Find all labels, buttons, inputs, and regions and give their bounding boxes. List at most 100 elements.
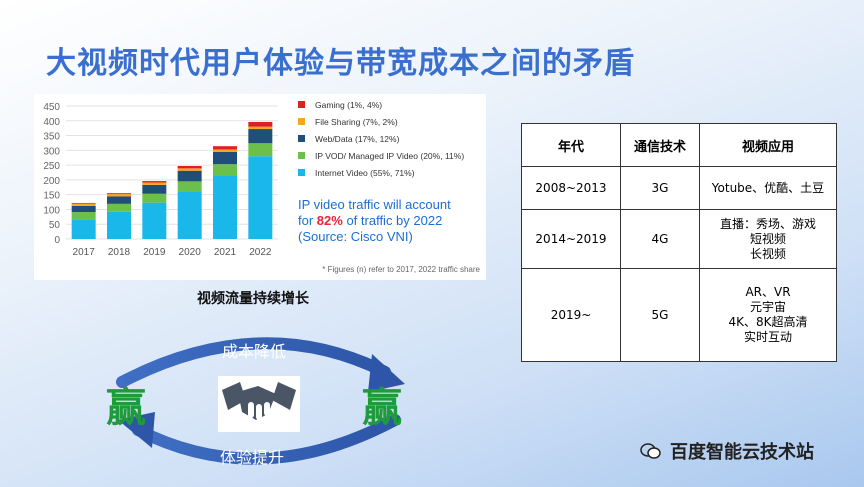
legend-swatch bbox=[298, 135, 305, 142]
bar-segment bbox=[107, 194, 131, 197]
bar-segment bbox=[107, 193, 131, 195]
wechat-icon bbox=[640, 443, 661, 459]
table-header-row: 年代 通信技术 视频应用 bbox=[521, 123, 837, 167]
bottom-arrowhead bbox=[118, 412, 155, 448]
y-tick-label: 400 bbox=[43, 117, 60, 128]
bar-segment bbox=[248, 156, 273, 239]
bar-segment bbox=[177, 168, 202, 171]
legend-swatch bbox=[298, 101, 305, 108]
experience-up-label: 体验提升 bbox=[220, 448, 285, 467]
bar-segment bbox=[142, 193, 167, 203]
app-line: Yotube、优酷、土豆 bbox=[711, 180, 825, 195]
chart-footnote: * Figures (n) refer to 2017, 2022 traffi… bbox=[322, 265, 480, 274]
bar-segment bbox=[142, 184, 167, 194]
y-tick-label: 100 bbox=[43, 205, 60, 216]
bar-segment bbox=[107, 196, 131, 204]
footer-brand: 百度智能云技术站 bbox=[640, 438, 814, 464]
legend-label: IP VOD/ Managed IP Video (20%, 11%) bbox=[315, 151, 464, 161]
bar-segment bbox=[71, 202, 96, 204]
header-tech: 通信技术 bbox=[620, 123, 700, 167]
bar-segment bbox=[71, 219, 96, 239]
traffic-chart-svg: 0 50 100 150 200 250 300 350 400 450 2017 2018 2019 2… bbox=[43, 100, 480, 274]
y-tick-label: 250 bbox=[43, 161, 60, 172]
bar-segment bbox=[213, 151, 237, 165]
traffic-chart: 0 50 100 150 200 250 300 350 400 450 2017 2018 2019 2… bbox=[34, 94, 486, 280]
cycle-arrows bbox=[116, 337, 405, 465]
bar-segment bbox=[142, 181, 167, 183]
cell-apps: Yotube、优酷、土豆 bbox=[699, 166, 837, 210]
win-right: 赢 bbox=[362, 385, 402, 431]
bar-segment bbox=[248, 129, 273, 144]
table-row: 2014~2019 4G 直播：秀场、游戏 短视频 长视频 bbox=[521, 209, 837, 269]
legend-label: File Sharing (7%, 2%) bbox=[315, 117, 398, 127]
x-tick-label: 2020 bbox=[179, 247, 202, 258]
slide-title: 大视频时代用户体验与带宽成本之间的矛盾 bbox=[46, 46, 635, 81]
legend-label: Web/Data (17%, 12%) bbox=[315, 134, 400, 144]
bar-segment bbox=[107, 211, 131, 239]
bar-segment bbox=[213, 149, 237, 152]
app-line: AR、VR bbox=[745, 285, 791, 299]
app-line: 元宇宙 bbox=[749, 300, 786, 314]
bar-segment bbox=[142, 202, 167, 239]
legend-label: Internet Video (55%, 71%) bbox=[315, 168, 415, 178]
app-line: 短视频 bbox=[749, 231, 786, 246]
cell-apps: AR、VR 元宇宙 4K、8K超高清 实时互动 bbox=[699, 268, 837, 362]
bar-segment bbox=[71, 203, 96, 206]
legend-swatch bbox=[298, 169, 305, 176]
win-win-cycle: 赢 赢 成本降低 体验提升 bbox=[100, 320, 420, 480]
bar-segment bbox=[177, 181, 202, 192]
bar-segment bbox=[71, 212, 96, 220]
cell-tech: 5G bbox=[620, 268, 700, 362]
header-period: 年代 bbox=[521, 123, 621, 167]
cell-period: 2008~2013 bbox=[521, 166, 621, 210]
table-row: 2008~2013 3G Yotube、优酷、土豆 bbox=[521, 166, 837, 210]
x-tick-label: 2018 bbox=[108, 247, 131, 258]
y-tick-label: 300 bbox=[43, 146, 60, 157]
legend-label: Gaming (1%, 4%) bbox=[315, 100, 382, 110]
app-line: 4K、8K超高清 bbox=[728, 315, 808, 329]
y-tick-label: 200 bbox=[43, 176, 60, 187]
bar-segment bbox=[177, 170, 202, 182]
annotation-line1: IP video traffic will account bbox=[298, 197, 451, 212]
bar-segment bbox=[213, 146, 237, 150]
bar-segment bbox=[107, 203, 131, 212]
bar-segment bbox=[248, 143, 273, 157]
y-tick-label: 150 bbox=[43, 191, 60, 202]
video-generation-table: 年代 通信技术 视频应用 2008~2013 3G Yotube、优酷、土豆 2… bbox=[521, 123, 837, 362]
x-tick-label: 2021 bbox=[214, 247, 237, 258]
x-tick-label: 2019 bbox=[143, 247, 166, 258]
bar-segment bbox=[248, 121, 273, 127]
cost-down-label: 成本降低 bbox=[222, 342, 287, 361]
x-tick-label: 2017 bbox=[73, 247, 96, 258]
app-line: 长视频 bbox=[749, 246, 786, 261]
bar-segment bbox=[213, 164, 237, 176]
bottom-arc-arrow bbox=[132, 414, 401, 465]
handshake-icon bbox=[222, 382, 296, 420]
top-arc-arrow bbox=[116, 337, 391, 388]
annotation-line2: for 82% of traffic by 2022 bbox=[298, 213, 442, 228]
brand-name: 百度智能云技术站 bbox=[670, 442, 814, 463]
bar-segment bbox=[177, 165, 202, 169]
win-left: 赢 bbox=[106, 385, 146, 431]
bar-segment bbox=[71, 205, 96, 213]
top-arrowhead bbox=[368, 354, 405, 392]
cell-period: 2019~ bbox=[521, 268, 621, 362]
header-apps: 视频应用 bbox=[699, 123, 837, 167]
chart-caption: 视频流量持续增长 bbox=[197, 291, 309, 307]
y-tick-label: 350 bbox=[43, 132, 60, 143]
cell-period: 2014~2019 bbox=[521, 209, 621, 269]
legend-swatch bbox=[298, 118, 305, 125]
cell-tech: 3G bbox=[620, 166, 700, 210]
table-row: 2019~ 5G AR、VR 元宇宙 4K、8K超高清 实时互动 bbox=[521, 268, 837, 362]
y-tick-label: 0 bbox=[54, 235, 60, 246]
bar-segment bbox=[213, 175, 237, 239]
y-tick-label: 50 bbox=[49, 220, 61, 231]
app-line: 直播：秀场、游戏 bbox=[719, 216, 816, 231]
cell-tech: 4G bbox=[620, 209, 700, 269]
cell-apps: 直播：秀场、游戏 短视频 长视频 bbox=[699, 209, 837, 269]
bar-segment bbox=[142, 182, 167, 185]
y-tick-label: 450 bbox=[43, 102, 60, 113]
bar-segment bbox=[177, 191, 202, 239]
bar-segment bbox=[248, 126, 273, 130]
app-line: 实时互动 bbox=[743, 330, 792, 344]
